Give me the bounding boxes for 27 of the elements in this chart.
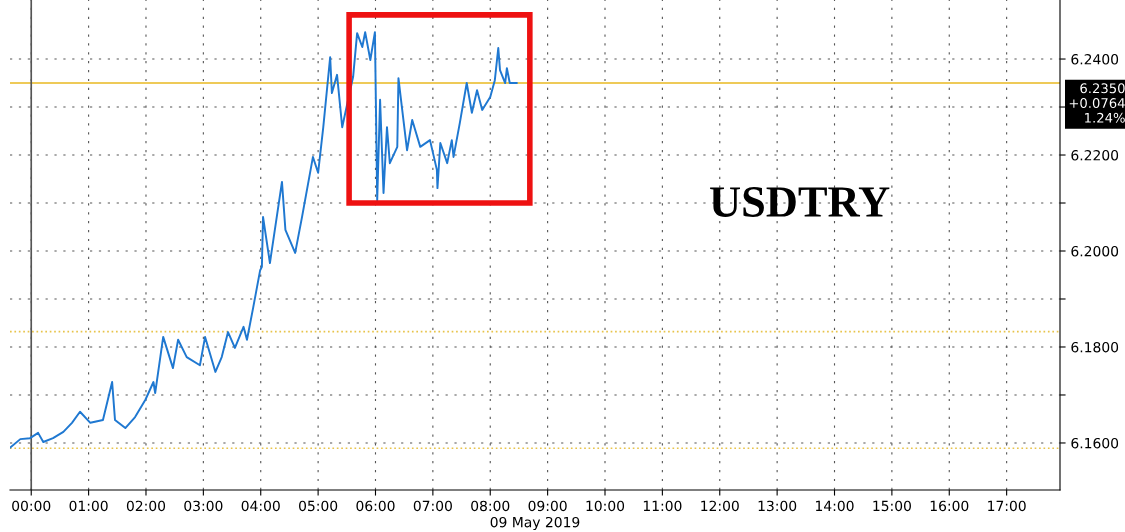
x-tick-label: 00:00 — [12, 500, 51, 512]
x-tick-label: 03:00 — [184, 500, 223, 512]
y-tick-label: 6.2200 — [1071, 149, 1119, 161]
y-tick-label: 6.1600 — [1071, 437, 1119, 449]
text: USDTRY — [710, 187, 890, 217]
y-tick-label: 6.1800 — [1071, 341, 1119, 353]
ref-line-label: 6.2350 +0.0764 1.24% — [1069, 83, 1125, 123]
x-tick-label: 04:00 — [241, 500, 280, 512]
x-tick-label: 14:00 — [816, 500, 854, 512]
x-tick-label: 13:00 — [758, 500, 797, 512]
x-tick-label: 05:00 — [299, 500, 338, 512]
x-tick-label: 07:00 — [413, 500, 452, 512]
x-tick-label: 12:00 — [701, 500, 739, 512]
y-tick-label: 6.2400 — [1071, 54, 1119, 65]
x-tick-label: 08:00 — [471, 500, 510, 512]
x-tick-label: 09:00 — [528, 500, 567, 512]
x-tick-label: 02:00 — [126, 500, 166, 512]
line-series — [10, 31, 518, 449]
x-tick-label: 15:00 — [873, 500, 911, 512]
y-tick-label: 6.2000 — [1071, 245, 1119, 257]
x-tick-label: 17:00 — [988, 500, 1026, 512]
x-tick-label: 10:00 — [586, 500, 625, 512]
x-tick-label: 06:00 — [356, 500, 395, 512]
x-tick-label: 16:00 — [930, 500, 969, 512]
x-tick-label: 11:00 — [643, 500, 682, 512]
x-axis-title: 09 May 2019 — [490, 516, 580, 531]
x-tick-label: 01:00 — [69, 500, 108, 512]
